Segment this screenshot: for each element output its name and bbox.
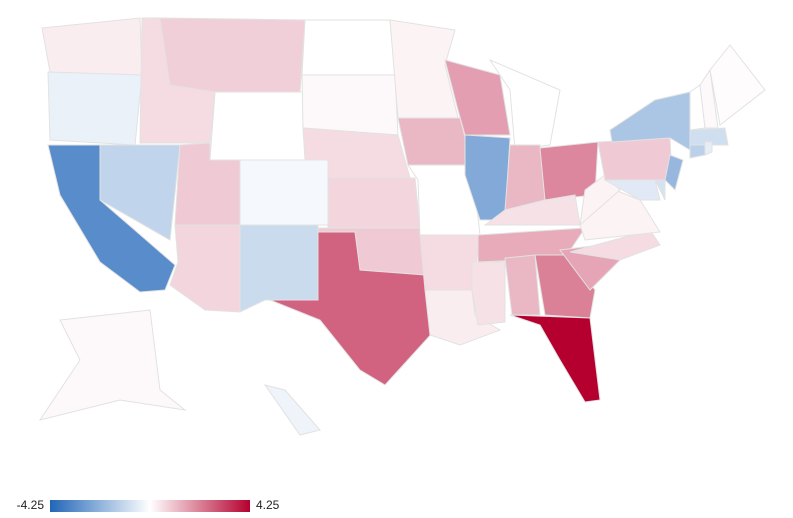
legend-label: 4.25 [256,498,280,512]
state [664,154,684,191]
state [689,127,729,146]
state [301,74,399,136]
state [483,194,581,226]
state [504,144,546,211]
state [99,144,181,241]
state [269,231,436,386]
state [569,229,661,261]
legend-label: -4.25 [17,498,45,512]
state [444,59,511,136]
state [301,19,396,76]
state [704,141,713,156]
state [169,224,241,313]
state [597,137,673,181]
legend: -4.25 4.25 [17,498,280,512]
state [389,19,459,119]
state [41,17,143,79]
state [263,384,321,436]
color-scale [50,500,250,512]
state [654,179,666,201]
state [397,117,473,166]
state [504,254,541,316]
state [699,68,719,129]
state [471,261,506,326]
state [509,314,601,403]
state [159,17,306,93]
state [709,44,766,126]
state [47,71,143,146]
state [419,234,481,291]
states [38,17,766,436]
state [603,179,661,201]
state [239,159,329,226]
state [209,91,306,161]
state [327,177,421,229]
state [579,174,621,227]
state [239,224,319,313]
state [38,309,187,421]
